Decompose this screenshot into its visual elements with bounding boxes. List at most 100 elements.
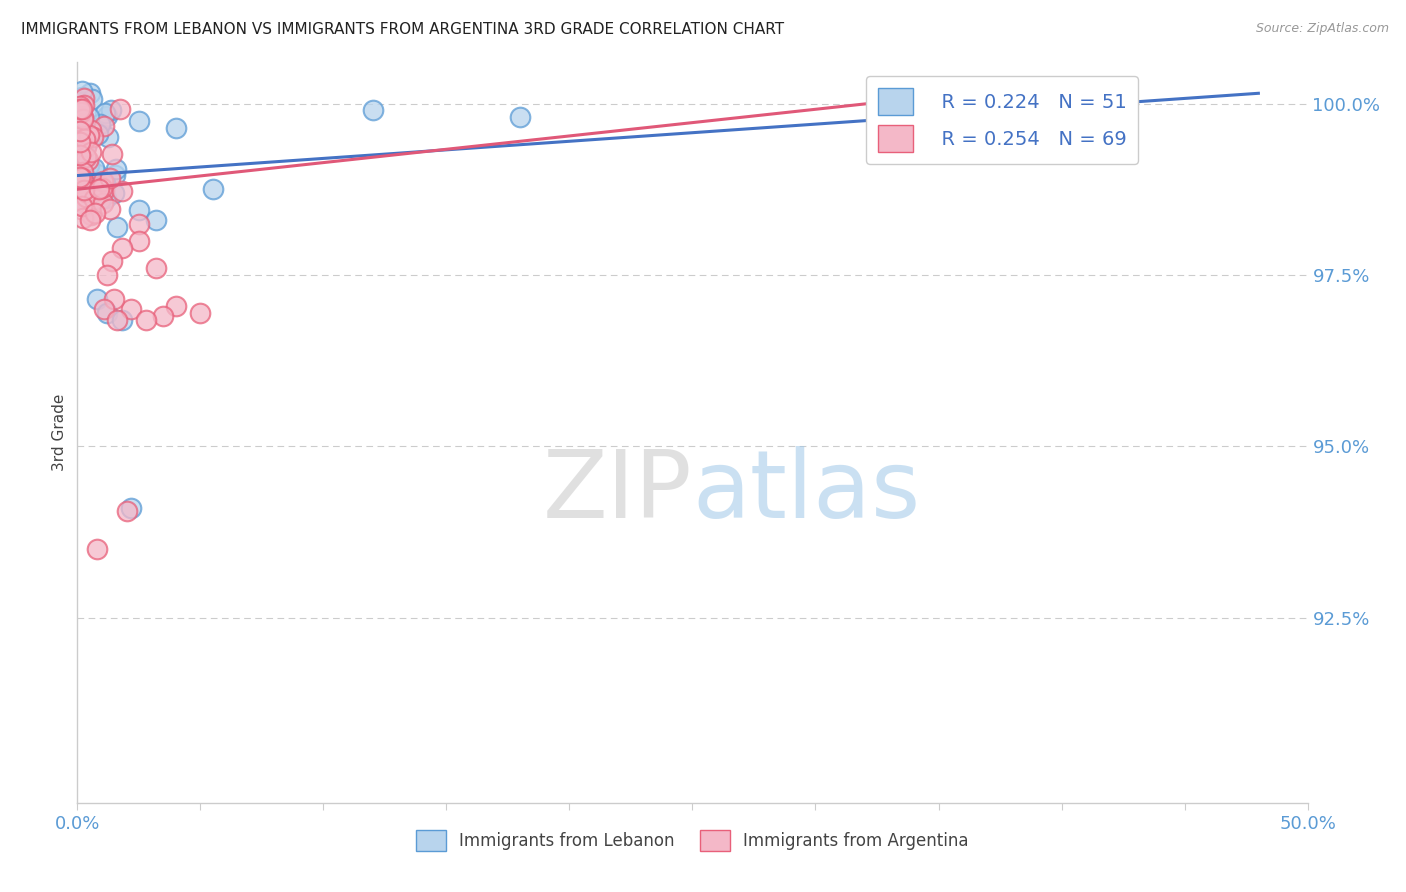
Point: [72, 112, 94, 127]
Point: [135, 312, 157, 326]
Point: [94, 176, 117, 190]
Point: [128, 217, 150, 231]
Point: [79, 87, 101, 101]
Point: [70, 199, 93, 213]
Point: [86, 292, 108, 306]
Point: [128, 202, 150, 217]
Point: [87, 127, 110, 141]
Point: [77, 153, 100, 167]
Point: [70, 95, 93, 109]
Point: [97, 129, 120, 144]
Point: [83, 192, 105, 206]
Point: [72, 165, 94, 179]
Point: [69, 123, 91, 137]
Point: [69, 135, 91, 149]
Point: [77, 177, 100, 191]
Point: [101, 254, 124, 268]
Point: [79, 128, 101, 142]
Point: [69, 109, 91, 123]
Point: [104, 161, 127, 176]
Point: [77, 110, 100, 124]
Text: ZIP: ZIP: [543, 446, 693, 538]
Point: [80, 145, 103, 159]
Point: [90, 192, 112, 206]
Point: [76, 161, 98, 176]
Point: [96, 191, 118, 205]
Point: [111, 184, 134, 198]
Point: [165, 120, 187, 135]
Point: [94, 106, 117, 120]
Point: [69, 147, 91, 161]
Point: [69, 134, 91, 148]
Point: [69, 135, 91, 149]
Text: IMMIGRANTS FROM LEBANON VS IMMIGRANTS FROM ARGENTINA 3RD GRADE CORRELATION CHART: IMMIGRANTS FROM LEBANON VS IMMIGRANTS FR…: [21, 22, 785, 37]
Point: [86, 167, 108, 181]
Point: [79, 213, 101, 227]
Point: [70, 104, 93, 119]
Point: [91, 196, 114, 211]
Point: [82, 92, 104, 106]
Point: [509, 110, 531, 124]
Point: [70, 90, 93, 104]
Point: [70, 163, 93, 178]
Point: [105, 219, 128, 234]
Point: [69, 178, 91, 192]
Point: [75, 194, 97, 208]
Point: [69, 99, 91, 113]
Point: [91, 173, 114, 187]
Point: [69, 104, 91, 119]
Point: [100, 171, 122, 186]
Point: [75, 185, 97, 199]
Legend: Immigrants from Lebanon, Immigrants from Argentina: Immigrants from Lebanon, Immigrants from…: [409, 823, 976, 857]
Point: [69, 168, 91, 182]
Point: [70, 84, 93, 98]
Point: [73, 114, 96, 128]
Point: [145, 213, 167, 227]
Point: [75, 150, 97, 164]
Point: [201, 182, 224, 196]
Text: Source: ZipAtlas.com: Source: ZipAtlas.com: [1256, 22, 1389, 36]
Point: [84, 183, 107, 197]
Point: [89, 182, 111, 196]
Point: [72, 171, 94, 186]
Point: [103, 292, 125, 306]
Point: [128, 234, 150, 248]
Point: [83, 206, 105, 220]
Point: [69, 101, 91, 115]
Point: [188, 306, 212, 320]
Point: [69, 99, 91, 113]
Point: [152, 309, 174, 323]
Point: [69, 169, 91, 184]
Text: atlas: atlas: [693, 446, 921, 538]
Point: [165, 299, 187, 313]
Point: [70, 154, 93, 169]
Point: [145, 261, 167, 276]
Point: [93, 119, 115, 133]
Point: [361, 103, 384, 118]
Point: [96, 306, 118, 320]
Point: [77, 158, 100, 172]
Point: [96, 109, 118, 123]
Point: [80, 123, 103, 137]
Point: [83, 161, 105, 175]
Point: [75, 140, 97, 154]
Point: [128, 113, 150, 128]
Point: [72, 91, 94, 105]
Point: [70, 202, 93, 216]
Point: [100, 103, 122, 117]
Point: [72, 195, 94, 210]
Point: [77, 158, 100, 172]
Point: [83, 184, 105, 198]
Point: [111, 241, 132, 255]
Point: [80, 207, 103, 221]
Point: [73, 183, 96, 197]
Point: [115, 504, 138, 518]
Point: [108, 103, 131, 117]
Point: [100, 147, 122, 161]
Point: [104, 168, 127, 182]
Point: [103, 186, 125, 200]
Point: [72, 136, 94, 150]
Point: [96, 268, 118, 282]
Point: [111, 312, 132, 326]
Point: [80, 208, 103, 222]
